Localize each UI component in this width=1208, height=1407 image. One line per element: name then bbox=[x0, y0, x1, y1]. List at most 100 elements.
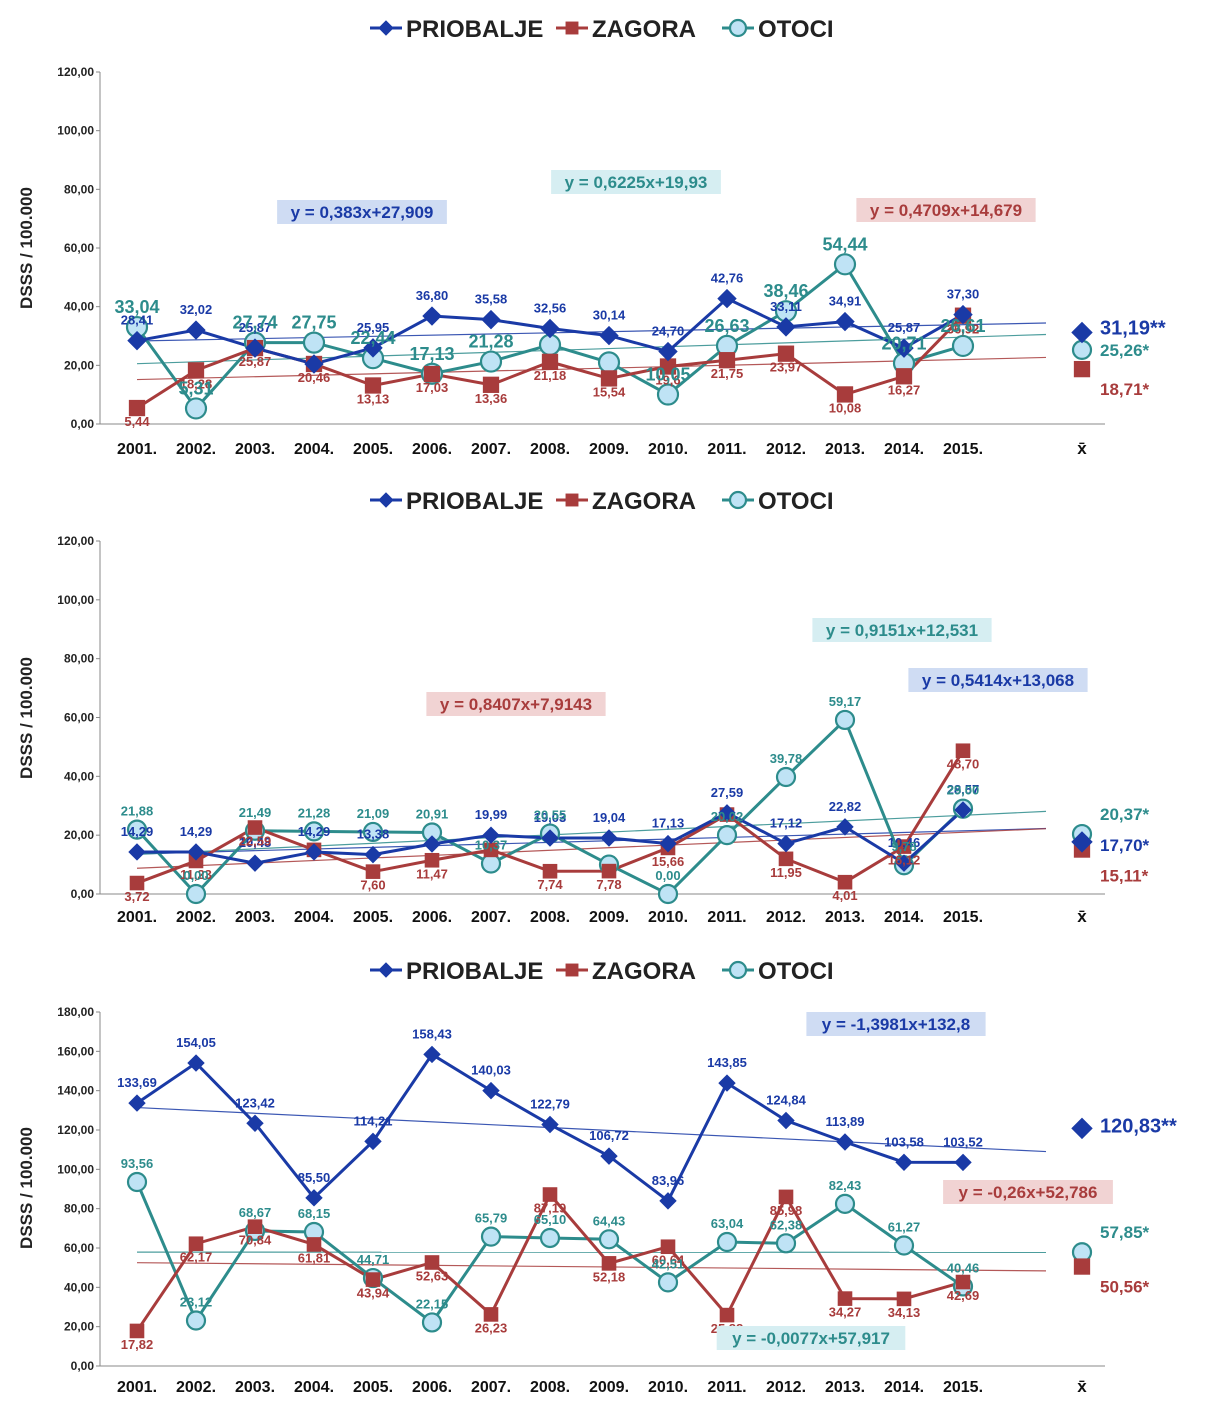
data-label-zagora: 23,97 bbox=[770, 360, 803, 375]
y-tick-label: 20,00 bbox=[64, 1320, 94, 1334]
data-label-zagora: 34,27 bbox=[829, 1305, 862, 1320]
data-point-zagora bbox=[248, 1220, 262, 1234]
y-axis-label: DSSS / 100.000 bbox=[17, 187, 36, 309]
data-label-otoci: 20,02 bbox=[711, 809, 744, 824]
x-tick-label: 2015. bbox=[943, 1379, 983, 1396]
data-point-zagora bbox=[897, 1292, 911, 1306]
data-point-priobalje bbox=[837, 1134, 853, 1150]
data-label-otoci: 93,56 bbox=[121, 1156, 154, 1171]
data-point-otoci bbox=[186, 398, 206, 418]
data-point-zagora bbox=[307, 1238, 321, 1252]
data-point-priobalje bbox=[365, 847, 381, 863]
data-label-zagora: 16,12 bbox=[888, 853, 921, 868]
x-tick-label: 2013. bbox=[825, 909, 865, 926]
x-tick-label: 2005. bbox=[353, 1379, 393, 1396]
data-label-otoci: 21,88 bbox=[121, 804, 154, 819]
data-point-priobalje bbox=[719, 1075, 735, 1091]
trendline-zagora bbox=[137, 1263, 1046, 1271]
data-point-zagora bbox=[543, 864, 557, 878]
legend-label-priobalje: PRIOBALJE bbox=[406, 16, 543, 43]
data-label-priobalje: 17,12 bbox=[770, 816, 803, 831]
data-label-priobalje: 37,30 bbox=[947, 287, 980, 302]
data-label-priobalje: 14,29 bbox=[121, 824, 154, 839]
mean-label-otoci: 20,37* bbox=[1100, 805, 1150, 824]
x-tick-label: 2009. bbox=[589, 1379, 629, 1396]
data-label-priobalje: 30,14 bbox=[593, 308, 626, 323]
data-label-zagora: 22,59 bbox=[239, 834, 272, 849]
trend-equation-otoci: y = 0,6225x+19,93 bbox=[565, 173, 708, 192]
y-axis-label: DSSS / 100.000 bbox=[17, 657, 36, 779]
mean-label-priobalje: 31,19** bbox=[1100, 318, 1166, 340]
data-label-zagora: 26,23 bbox=[475, 1320, 508, 1335]
data-point-otoci bbox=[718, 826, 736, 844]
x-tick-label: 2010. bbox=[648, 1379, 688, 1396]
legend-marker-priobalje bbox=[379, 21, 393, 35]
data-label-otoci: 10,05 bbox=[645, 365, 690, 385]
y-tick-label: 20,00 bbox=[64, 358, 94, 372]
x-tick-label: 2008. bbox=[530, 909, 570, 926]
y-tick-label: 40,00 bbox=[64, 769, 94, 783]
x-tick-label-mean: x̄ bbox=[1077, 439, 1087, 458]
data-point-zagora bbox=[602, 1257, 616, 1271]
mean-label-otoci: 57,85* bbox=[1100, 1223, 1150, 1242]
data-label-zagora: 70,84 bbox=[239, 1233, 272, 1248]
data-label-zagora: 34,13 bbox=[888, 1305, 921, 1320]
data-point-otoci bbox=[600, 1230, 618, 1248]
data-label-priobalje: 124,84 bbox=[766, 1092, 807, 1107]
x-tick-label: 2015. bbox=[943, 441, 983, 458]
data-label-priobalje: 36,80 bbox=[416, 288, 449, 303]
legend-label-zagora: ZAGORA bbox=[592, 958, 696, 985]
data-label-otoci: 39,78 bbox=[770, 751, 803, 766]
data-label-zagora: 7,60 bbox=[360, 878, 385, 893]
y-tick-label: 60,00 bbox=[64, 241, 94, 255]
data-label-otoci: 20,91 bbox=[416, 806, 449, 821]
data-point-zagora bbox=[248, 821, 262, 835]
mean-point-zagora bbox=[1074, 1259, 1089, 1274]
data-label-priobalje: 154,05 bbox=[176, 1035, 216, 1050]
data-point-priobalje bbox=[541, 319, 559, 337]
data-label-otoci: 22,15 bbox=[416, 1296, 449, 1311]
data-label-otoci: 59,17 bbox=[829, 694, 862, 709]
x-tick-label: 2009. bbox=[589, 909, 629, 926]
data-point-zagora bbox=[130, 1324, 144, 1338]
data-label-priobalje: 158,43 bbox=[412, 1026, 452, 1041]
data-label-otoci: 20,55 bbox=[534, 808, 567, 823]
mean-point-zagora bbox=[1074, 361, 1089, 376]
data-label-otoci: 21,28 bbox=[298, 805, 331, 820]
x-tick-label: 2010. bbox=[648, 909, 688, 926]
y-tick-label: 0,00 bbox=[71, 887, 95, 901]
mean-label-priobalje: 17,70* bbox=[1100, 836, 1150, 855]
data-label-zagora: 62,17 bbox=[180, 1250, 213, 1265]
data-label-zagora: 52,18 bbox=[593, 1269, 626, 1284]
data-label-otoci: 54,44 bbox=[822, 234, 867, 254]
data-label-otoci: 10,37 bbox=[475, 837, 508, 852]
trend-equation-otoci: y = 0,9151x+12,531 bbox=[826, 621, 978, 640]
data-label-priobalje: 14,29 bbox=[180, 824, 213, 839]
data-label-priobalje: 103,58 bbox=[884, 1134, 924, 1149]
data-point-zagora bbox=[543, 1188, 557, 1202]
x-tick-label: 2011. bbox=[707, 441, 746, 458]
data-label-otoci: 27,74 bbox=[232, 313, 277, 333]
data-point-priobalje bbox=[423, 307, 441, 325]
x-tick-label: 2003. bbox=[235, 441, 275, 458]
legend-label-priobalje: PRIOBALJE bbox=[406, 488, 543, 515]
y-tick-label: 100,00 bbox=[57, 124, 94, 138]
data-point-otoci bbox=[304, 333, 324, 353]
data-label-zagora: 7,78 bbox=[596, 877, 621, 892]
trend-equation-zagora: y = 0,4709x+14,679 bbox=[870, 201, 1022, 220]
x-tick-label: 2006. bbox=[412, 909, 452, 926]
data-label-zagora: 5,44 bbox=[124, 414, 150, 429]
x-tick-label-mean: x̄ bbox=[1077, 1377, 1087, 1396]
legend-marker-zagora bbox=[566, 494, 578, 506]
data-point-zagora bbox=[425, 1256, 439, 1270]
data-label-otoci: 64,43 bbox=[593, 1213, 626, 1228]
data-label-priobalje: 35,58 bbox=[475, 292, 508, 307]
data-label-zagora: 42,69 bbox=[947, 1288, 980, 1303]
data-label-priobalje: 32,56 bbox=[534, 300, 567, 315]
legend-label-zagora: ZAGORA bbox=[592, 16, 696, 43]
data-label-otoci: 21,09 bbox=[357, 806, 390, 821]
data-point-zagora bbox=[366, 865, 380, 879]
data-label-zagora: 15,54 bbox=[593, 384, 626, 399]
